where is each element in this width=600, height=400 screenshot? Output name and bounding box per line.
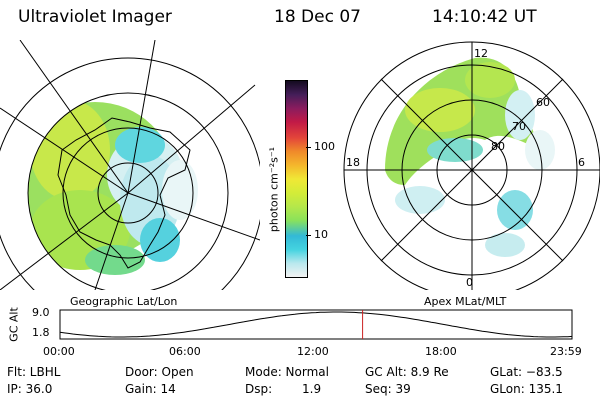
altitude-xtick-2359: 23:59 <box>550 345 582 358</box>
instrument-title: Ultraviolet Imager <box>18 7 172 27</box>
colorbar-tick-10 <box>306 235 311 236</box>
door-status: Door: Open <box>125 365 194 379</box>
longitude-lines <box>0 40 260 290</box>
altitude-xtick-1200: 12:00 <box>297 345 329 358</box>
left-map-caption: Geographic Lat/Lon <box>70 295 178 308</box>
altitude-plot <box>59 309 573 340</box>
altitude-plot-frame <box>59 309 573 340</box>
mlt-label-12: 12 <box>474 47 488 60</box>
colorbar-label-10: 10 <box>314 228 328 241</box>
right-map-caption: Apex MLat/MLT <box>424 295 507 308</box>
continent-outline <box>57 117 191 269</box>
latitude-circles <box>0 57 260 290</box>
mlat-label-70: 70 <box>512 120 526 133</box>
mlat-label-80: 80 <box>491 140 505 153</box>
observation-time: 14:10:42 UT <box>432 7 537 27</box>
glon-value: GLon: 135.1 <box>490 382 563 396</box>
colorbar <box>285 80 308 278</box>
ip-value: IP: 36.0 <box>7 382 53 396</box>
left-aurora-image <box>28 93 228 290</box>
glat-value: GLat: −83.5 <box>490 365 563 379</box>
filter-value: Flt: LBHL <box>7 365 61 379</box>
altitude-curve <box>59 311 573 338</box>
altitude-ylabel: GC Alt <box>7 307 21 342</box>
altitude-xtick-1800: 18:00 <box>425 345 457 358</box>
altitude-ytick-top: 9.0 <box>32 306 50 319</box>
observation-date: 18 Dec 07 <box>274 7 361 27</box>
colorbar-tick-100 <box>306 147 311 148</box>
altitude-xtick-0000: 00:00 <box>43 345 75 358</box>
colorbar-label-100: 100 <box>314 140 335 153</box>
geographic-polar-map <box>0 40 260 290</box>
altitude-ytick-bottom: 1.8 <box>32 326 50 339</box>
gc-alt-value: GC Alt: 8.9 Re <box>365 365 449 379</box>
mlat-label-60: 60 <box>536 96 550 109</box>
seq-value: Seq: 39 <box>365 382 411 396</box>
colorbar-unit-label: photon cm⁻²s⁻¹ <box>267 146 281 233</box>
mlt-label-0: 0 <box>466 276 473 289</box>
dsp-label: Dsp: <box>245 382 273 396</box>
altitude-xtick-0600: 06:00 <box>169 345 201 358</box>
mlt-lines <box>344 42 600 290</box>
mlt-label-18: 18 <box>346 156 360 169</box>
mlt-label-6: 6 <box>578 156 585 169</box>
apex-polar-map <box>343 41 600 290</box>
dsp-value: 1.9 <box>302 382 322 396</box>
gain-value: Gain: 14 <box>125 382 176 396</box>
mode-value: Mode: Normal <box>245 365 329 379</box>
